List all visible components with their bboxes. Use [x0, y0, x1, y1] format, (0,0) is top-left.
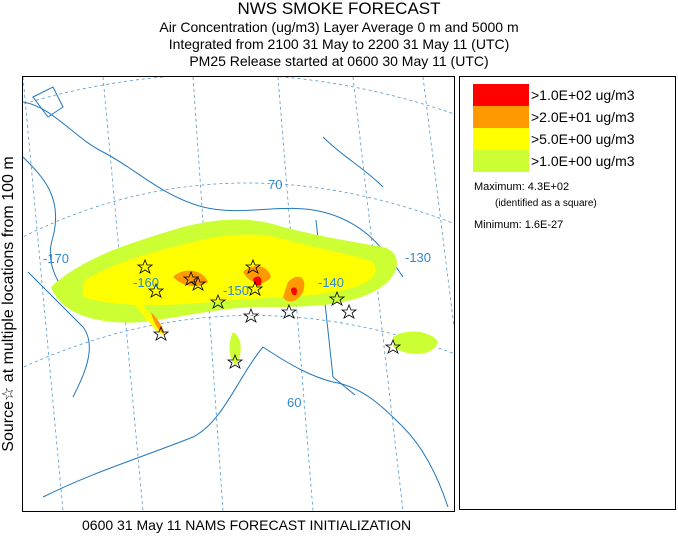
legend-row-3: >5.0E+00 ug/m3: [473, 128, 635, 150]
lon-line-e3: [422, 77, 454, 328]
legend-swatch-green: [473, 150, 529, 172]
source-star: [226, 353, 244, 369]
lon-label-160: -160: [133, 275, 159, 290]
source-side-label: Source☆ at multiple locations from 100 m: [0, 156, 17, 452]
subtitle-release: PM25 Release started at 0600 30 May 11 (…: [189, 53, 489, 69]
lat-line-70: [23, 182, 454, 238]
source-star: [152, 325, 170, 341]
source-star: [242, 307, 260, 323]
minimum-label: Minimum: 1.6E-27: [474, 219, 564, 231]
source-star: [209, 293, 227, 309]
subtitle-integration: Integrated from 2100 31 May to 2200 31 M…: [168, 36, 510, 52]
legend-label-4: >1.0E+00 ug/m3: [531, 153, 635, 169]
source-star: [384, 338, 402, 354]
peninsula-coast: [42, 346, 264, 498]
lon-label-140: -140: [318, 275, 344, 290]
legend-swatch-yellow: [473, 128, 529, 150]
lon-line-e2: [352, 77, 404, 511]
arctic-coast: [23, 101, 404, 278]
source-star: [328, 290, 346, 306]
lat-line-80: [23, 77, 454, 115]
plume-level-4b: [291, 287, 298, 296]
source-star: [246, 280, 264, 296]
smoke-map: 70 60 -170 -160 -150 -140 -130: [23, 77, 454, 511]
map-panel: 70 60 -170 -160 -150 -140 -130: [22, 76, 455, 512]
source-star: [147, 282, 165, 298]
lon-label-170: -170: [43, 251, 69, 266]
forecast-title: NWS SMOKE FORECAST: [237, 0, 441, 18]
footer-initialization: 0600 31 May 11 NAMS FORECAST INITIALIZAT…: [82, 517, 412, 533]
plume-level-3b: [243, 265, 271, 284]
island-coast: [32, 86, 64, 118]
lat-label-70: 70: [268, 177, 282, 192]
subtitle-concentration: Air Concentration (ug/m3) Layer Average …: [159, 19, 519, 35]
plume-level-4a: [253, 276, 262, 286]
gulf-coast: [262, 346, 449, 508]
maximum-note: (identified as a square): [495, 198, 597, 209]
west-alaska-coast: [27, 271, 90, 398]
legend-swatch-red: [473, 84, 529, 106]
legend-row-1: >1.0E+02 ug/m3: [473, 84, 635, 106]
legend-swatch-orange: [473, 106, 529, 128]
lon-line-w1: [23, 77, 64, 511]
maximum-label: Maximum: 4.3E+02: [474, 181, 570, 193]
source-star: [136, 258, 154, 274]
canada-coast: [322, 136, 384, 188]
lon-label-150: -150: [223, 283, 249, 298]
legend-label-3: >5.0E+00 ug/m3: [531, 131, 635, 147]
plume-level-1-south: [229, 332, 241, 365]
source-star: [244, 258, 262, 274]
legend-row-4: >1.0E+00 ug/m3: [473, 150, 635, 172]
source-star: [340, 303, 358, 319]
plume-level-1-east: [393, 331, 438, 354]
legend-panel: >1.0E+02 ug/m3 >2.0E+01 ug/m3 >5.0E+00 u…: [459, 76, 676, 510]
smoke-plume: [51, 219, 438, 365]
source-star: [280, 303, 298, 319]
plume-level-3a: [173, 270, 208, 287]
source-star: [189, 275, 207, 291]
source-markers: [136, 258, 402, 369]
lat-label-60: 60: [287, 395, 301, 410]
legend-row-2: >2.0E+01 ug/m3: [473, 106, 635, 128]
legend-label-1: >1.0E+02 ug/m3: [531, 87, 635, 103]
legend-label-2: >2.0E+01 ug/m3: [531, 109, 635, 125]
plume-level-2-west: [133, 297, 163, 335]
lon-label-130: -130: [405, 250, 431, 265]
coastlines: [23, 86, 449, 508]
